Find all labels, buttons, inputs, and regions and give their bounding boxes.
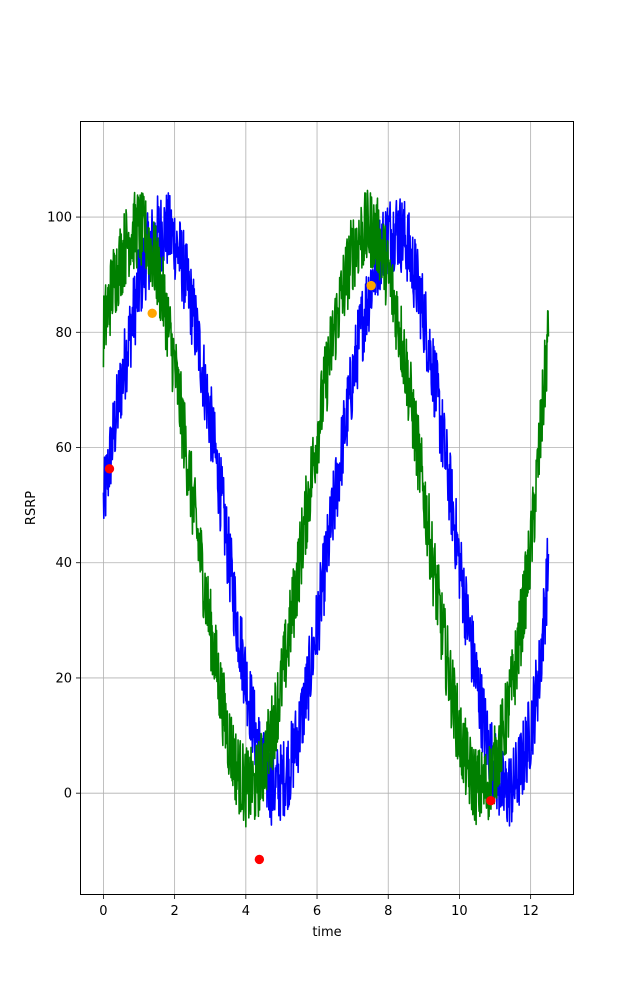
x-tick-label: 4 <box>242 904 250 919</box>
point-marker <box>486 795 496 806</box>
x-tick-label: 0 <box>99 904 107 919</box>
point-marker <box>147 308 157 318</box>
x-tick-label: 10 <box>451 904 468 919</box>
y-axis-label: RSRP <box>24 491 39 525</box>
series-line-2 <box>102 189 550 828</box>
y-tick-label: 60 <box>55 441 72 456</box>
plot-frame <box>80 121 574 895</box>
y-tick-label: 80 <box>55 326 72 341</box>
series-line-1 <box>102 192 550 827</box>
x-tick-label: 6 <box>313 904 321 919</box>
point-marker <box>254 854 265 865</box>
y-tick-label: 100 <box>47 211 72 226</box>
x-tick-label: 8 <box>384 904 392 919</box>
y-tick-label: 20 <box>55 671 72 686</box>
ticks: 0 2 4 6 8 10 12 0 20 40 60 80 100 <box>47 211 539 919</box>
point-marker <box>366 280 376 291</box>
x-tick-label: 2 <box>170 904 178 919</box>
y-tick-label: 0 <box>64 787 72 802</box>
x-axis-label: time <box>312 925 341 940</box>
x-tick-label: 12 <box>522 904 539 919</box>
y-tick-label: 40 <box>55 556 72 571</box>
point-marker <box>104 464 115 474</box>
marker-layer <box>104 280 496 865</box>
series-layer <box>102 189 550 828</box>
